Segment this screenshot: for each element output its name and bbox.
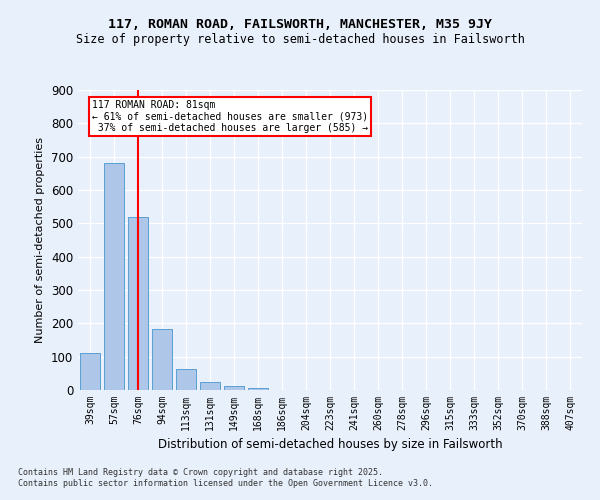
Bar	[128, 216, 148, 390]
Bar	[152, 329, 172, 390]
Bar	[224, 386, 244, 390]
Text: Contains HM Land Registry data © Crown copyright and database right 2025.
Contai: Contains HM Land Registry data © Crown c…	[18, 468, 433, 487]
X-axis label: Distribution of semi-detached houses by size in Failsworth: Distribution of semi-detached houses by …	[158, 438, 502, 452]
Bar	[104, 164, 124, 390]
Y-axis label: Number of semi-detached properties: Number of semi-detached properties	[35, 137, 46, 343]
Bar	[200, 382, 220, 390]
Bar	[176, 369, 196, 390]
Text: 117, ROMAN ROAD, FAILSWORTH, MANCHESTER, M35 9JY: 117, ROMAN ROAD, FAILSWORTH, MANCHESTER,…	[108, 18, 492, 30]
Text: Size of property relative to semi-detached houses in Failsworth: Size of property relative to semi-detach…	[76, 32, 524, 46]
Bar	[248, 388, 268, 390]
Text: 117 ROMAN ROAD: 81sqm
← 61% of semi-detached houses are smaller (973)
 37% of se: 117 ROMAN ROAD: 81sqm ← 61% of semi-deta…	[92, 100, 368, 133]
Bar	[80, 354, 100, 390]
